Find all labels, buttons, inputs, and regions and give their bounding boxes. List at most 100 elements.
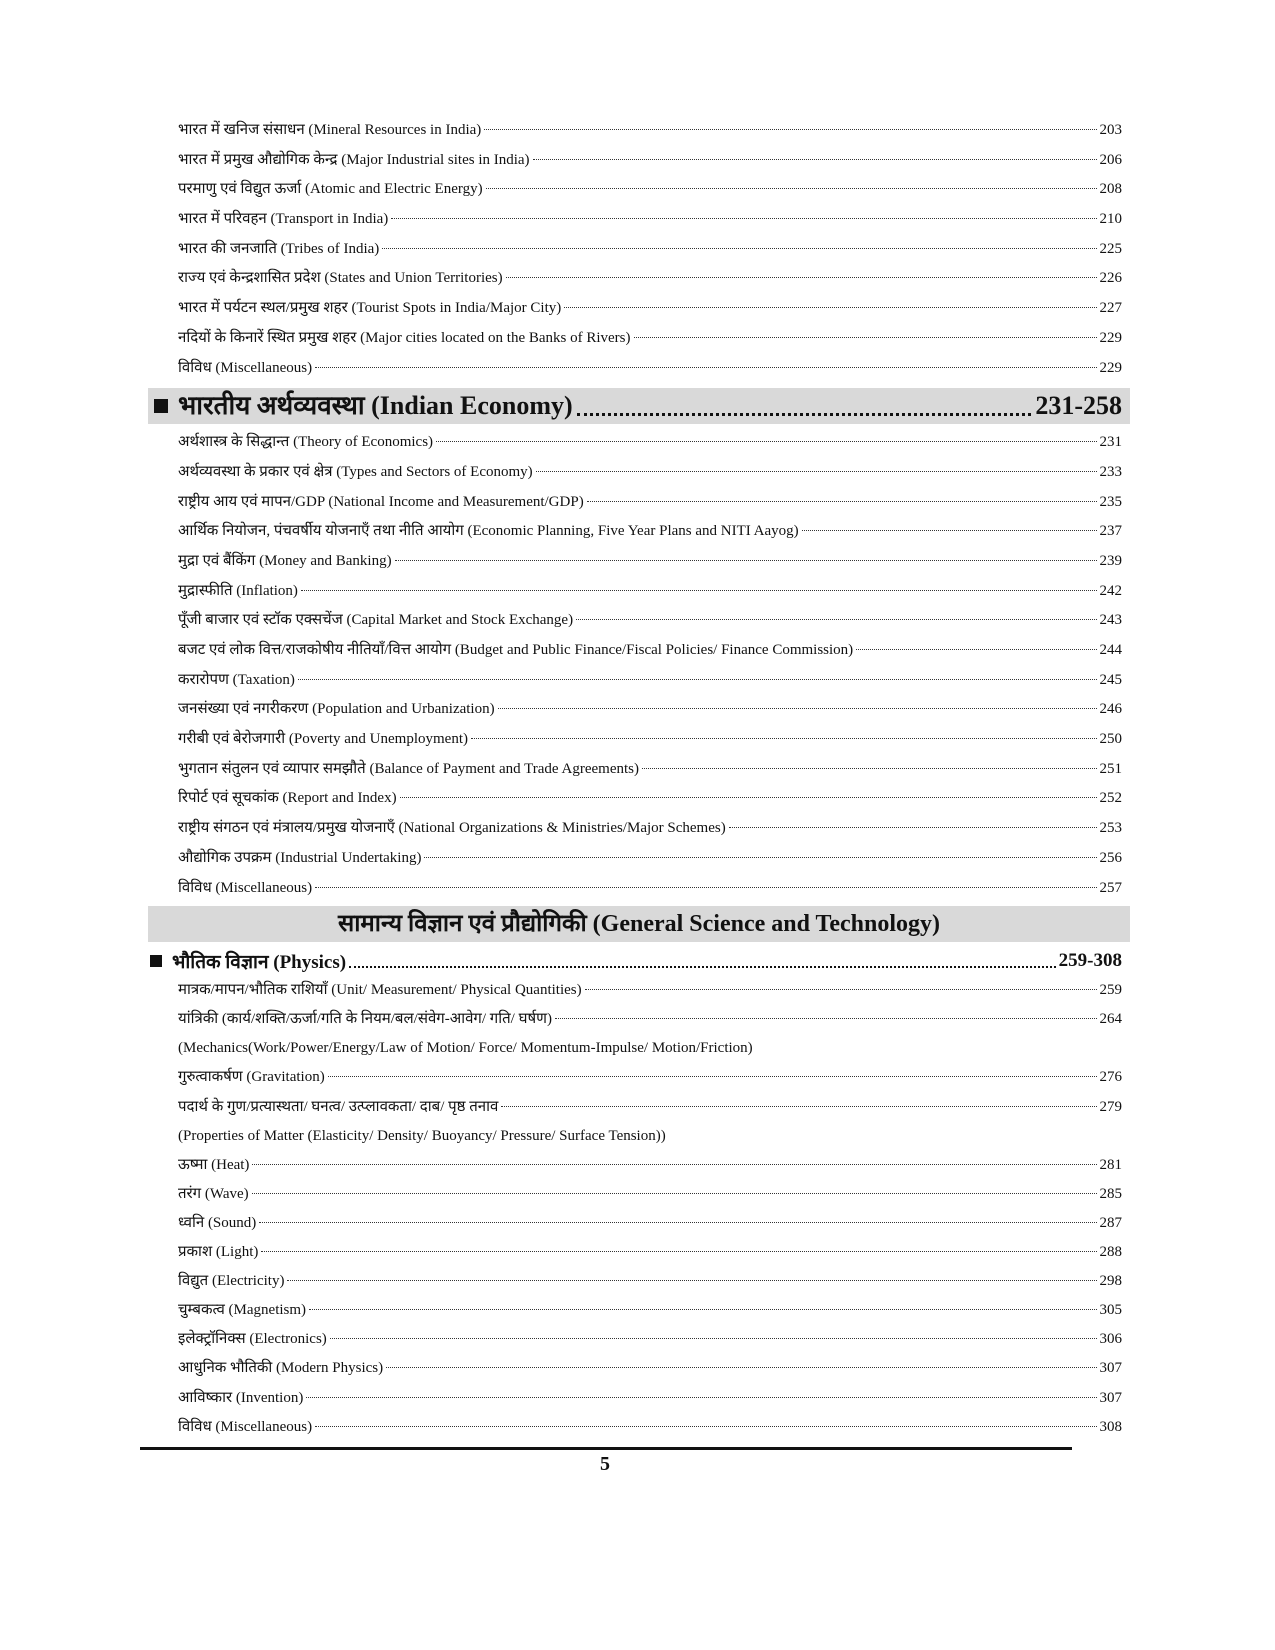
entry-title: (Mechanics(Work/Power/Energy/Law of Moti…	[178, 1040, 753, 1057]
dot-leader	[576, 412, 1032, 416]
page-number: 5	[600, 1453, 610, 1475]
dot-leader	[261, 1251, 1097, 1253]
dot-leader	[471, 738, 1097, 740]
entry-title: भारत में प्रमुख औद्योगिक केन्द्र (Major …	[178, 151, 530, 168]
entry-title: आविष्कार (Invention)	[178, 1389, 304, 1406]
subsection-header-physics[interactable]: भौतिक विज्ञान (Physics) 259-308	[148, 946, 1130, 976]
entry-title: मुद्रास्फीति (Inflation)	[178, 582, 298, 599]
entry-title: परमाणु एवं विद्युत ऊर्जा (Atomic and Ele…	[178, 181, 483, 198]
toc-entry[interactable]: नदियों के किनारें स्थित प्रमुख शहर (Majo…	[148, 324, 1130, 354]
toc-entry[interactable]: बजट एवं लोक वित्त/राजकोषीय नीतियाँ/वित्त…	[148, 636, 1130, 666]
toc-entry[interactable]: अर्थशास्त्र के सिद्धान्त (Theory of Econ…	[148, 428, 1130, 458]
entry-title: प्रकाश (Light)	[178, 1244, 259, 1261]
dot-leader	[394, 559, 1097, 561]
toc-entry[interactable]: पूँजी बाजार एवं स्टॉक एक्सचेंज (Capital …	[148, 606, 1130, 636]
toc-entry[interactable]: औद्योगिक उपक्रम (Industrial Undertaking)…	[148, 844, 1130, 874]
entry-title: भारत में खनिज संसाधन (Mineral Resources …	[178, 122, 482, 138]
entry-title: भारत में परिवहन (Transport in India)	[178, 211, 389, 228]
toc-entry[interactable]: प्रकाश (Light) 288	[148, 1238, 1130, 1267]
dot-leader	[633, 336, 1097, 338]
toc-entry[interactable]: भारत में पर्यटन स्थल/प्रमुख शहर (Tourist…	[148, 294, 1130, 324]
toc-entry[interactable]: आविष्कार (Invention) 307	[148, 1384, 1130, 1413]
geography-entries: भारत में खनिज संसाधन (Mineral Resources …	[148, 116, 1130, 383]
toc-entry[interactable]: विविध (Miscellaneous) 257	[148, 874, 1130, 904]
subsection-title: भौतिक विज्ञान (Physics)	[172, 952, 347, 974]
square-bullet-icon	[154, 399, 168, 414]
entry-title: चुम्बकत्व (Magnetism)	[178, 1302, 307, 1319]
dot-leader	[315, 366, 1097, 368]
entry-title: गुरुत्वाकर्षण (Gravitation)	[178, 1069, 325, 1086]
dot-leader	[424, 856, 1097, 858]
entry-page: 252	[1099, 790, 1123, 807]
dot-leader	[306, 1396, 1097, 1398]
dot-leader	[349, 966, 1056, 969]
entry-page: 264	[1099, 1011, 1123, 1028]
dot-leader	[386, 1367, 1097, 1369]
dot-leader	[252, 1163, 1097, 1165]
entry-page: 288	[1099, 1244, 1123, 1261]
toc-entry[interactable]: चुम्बकत्व (Magnetism) 305	[148, 1296, 1130, 1325]
toc-entry[interactable]: भारत में खनिज संसाधन (Mineral Resources …	[148, 116, 1130, 146]
entry-page: 285	[1099, 1185, 1123, 1202]
toc-entry[interactable]: जनसंख्या एवं नगरीकरण (Population and Urb…	[148, 695, 1130, 725]
toc-entry[interactable]: (Mechanics(Work/Power/Energy/Law of Moti…	[148, 1034, 1130, 1063]
toc-entry[interactable]: विविध (Miscellaneous) 308	[148, 1413, 1130, 1442]
toc-entry[interactable]: विविध (Miscellaneous) 229	[148, 354, 1130, 384]
toc-entry[interactable]: ऊष्मा (Heat) 281	[148, 1151, 1130, 1180]
toc-entry[interactable]: रिपोर्ट एवं सूचकांक (Report and Index) 25…	[148, 784, 1130, 814]
entry-title: भारत में पर्यटन स्थल/प्रमुख शहर (Tourist…	[178, 300, 562, 317]
toc-entry[interactable]: गरीबी एवं बेरोजगारी (Poverty and Unemplo…	[148, 725, 1130, 755]
subsection-pages: 259-308	[1058, 950, 1122, 972]
entry-title: बजट एवं लोक वित्त/राजकोषीय नीतियाँ/वित्त…	[178, 642, 854, 658]
entry-title: रिपोर्ट एवं सूचकांक (Report and Index)	[178, 790, 397, 807]
section-header-science[interactable]: सामान्य विज्ञान एवं प्रौद्योगिकी (Genera…	[148, 906, 1130, 943]
entry-page: 244	[1099, 642, 1123, 658]
entry-page: 239	[1099, 552, 1123, 569]
entry-page: 243	[1099, 612, 1123, 629]
toc-entry[interactable]: मुद्रा एवं बैंकिंग (Money and Banking) 23…	[148, 547, 1130, 577]
entry-page: 208	[1099, 181, 1123, 198]
entry-page: 305	[1099, 1302, 1123, 1319]
entry-title: आर्थिक नियोजन, पंचवर्षीय योजनाएँ तथा नीत…	[178, 523, 799, 540]
toc-entry[interactable]: यांत्रिकी (कार्य/शक्ति/ऊर्जा/गति के नियम…	[148, 1005, 1130, 1034]
toc-entry[interactable]: परमाणु एवं विद्युत ऊर्जा (Atomic and Ele…	[148, 175, 1130, 205]
entry-title: तरंग (Wave)	[178, 1185, 249, 1202]
toc-entry[interactable]: राष्ट्रीय संगठन एवं मंत्रालय/प्रमुख योजन…	[148, 814, 1130, 844]
entry-title: अर्थशास्त्र के सिद्धान्त (Theory of Econ…	[178, 434, 434, 451]
toc-entry[interactable]: भारत की जनजाति (Tribes of India) 225	[148, 235, 1130, 265]
dot-leader	[315, 886, 1097, 888]
toc-entry[interactable]: विद्युत (Electricity) 298	[148, 1267, 1130, 1296]
toc-entry[interactable]: मुद्रास्फीति (Inflation) 242	[148, 577, 1130, 607]
toc-entry[interactable]: आर्थिक नियोजन, पंचवर्षीय योजनाएँ तथा नीत…	[148, 517, 1130, 547]
toc-entry[interactable]: इलेक्ट्रॉनिक्स (Electronics) 306	[148, 1325, 1130, 1354]
toc-entry[interactable]: भुगतान संतुलन एवं व्यापार समझौते (Balanc…	[148, 755, 1130, 785]
square-bullet-icon	[150, 955, 162, 968]
toc-entry[interactable]: तरंग (Wave) 285	[148, 1180, 1130, 1209]
entry-page: 276	[1099, 1069, 1123, 1086]
entry-page: 226	[1099, 270, 1123, 287]
toc-entry[interactable]: राष्ट्रीय आय एवं मापन/GDP (National Inco…	[148, 488, 1130, 518]
toc-entry[interactable]: आधुनिक भौतिकी (Modern Physics) 307	[148, 1354, 1130, 1383]
entry-title: मुद्रा एवं बैंकिंग (Money and Banking)	[178, 552, 392, 569]
entry-page: 308	[1099, 1418, 1123, 1435]
entry-title: अर्थव्यवस्था के प्रकार एवं क्षेत्र (Type…	[178, 463, 533, 480]
entry-title: आधुनिक भौतिकी (Modern Physics)	[178, 1360, 384, 1377]
entry-title: ध्वनि (Sound)	[178, 1214, 257, 1231]
toc-entry[interactable]: राज्य एवं केन्द्रशासित प्रदेश (States an…	[148, 264, 1130, 294]
entry-page: 306	[1099, 1331, 1123, 1348]
entry-page: 233	[1099, 463, 1123, 480]
toc-entry[interactable]: पदार्थ के गुण/प्रत्यास्थता/ घनत्व/ उत्प्…	[148, 1093, 1130, 1122]
entry-title: विद्युत (Electricity)	[178, 1273, 285, 1290]
section-header-economy[interactable]: भारतीय अर्थव्यवस्था (Indian Economy) 231…	[148, 388, 1130, 425]
dot-leader	[309, 1309, 1097, 1311]
toc-entry[interactable]: भारत में प्रमुख औद्योगिक केन्द्र (Major …	[148, 146, 1130, 176]
toc-entry[interactable]: अर्थव्यवस्था के प्रकार एवं क्षेत्र (Type…	[148, 458, 1130, 488]
toc-entry[interactable]: मात्रक/मापन/भौतिक राशियाँ (Unit/ Measure…	[148, 976, 1130, 1005]
toc-entry[interactable]: भारत में परिवहन (Transport in India) 210	[148, 205, 1130, 235]
dot-leader	[564, 307, 1097, 309]
entry-page: 253	[1099, 820, 1123, 837]
toc-entry[interactable]: करारोपण (Taxation) 245	[148, 666, 1130, 696]
toc-entry[interactable]: गुरुत्वाकर्षण (Gravitation) 276	[148, 1063, 1130, 1092]
toc-entry[interactable]: ध्वनि (Sound) 287	[148, 1209, 1130, 1238]
toc-entry[interactable]: (Properties of Matter (Elasticity/ Densi…	[148, 1122, 1130, 1151]
